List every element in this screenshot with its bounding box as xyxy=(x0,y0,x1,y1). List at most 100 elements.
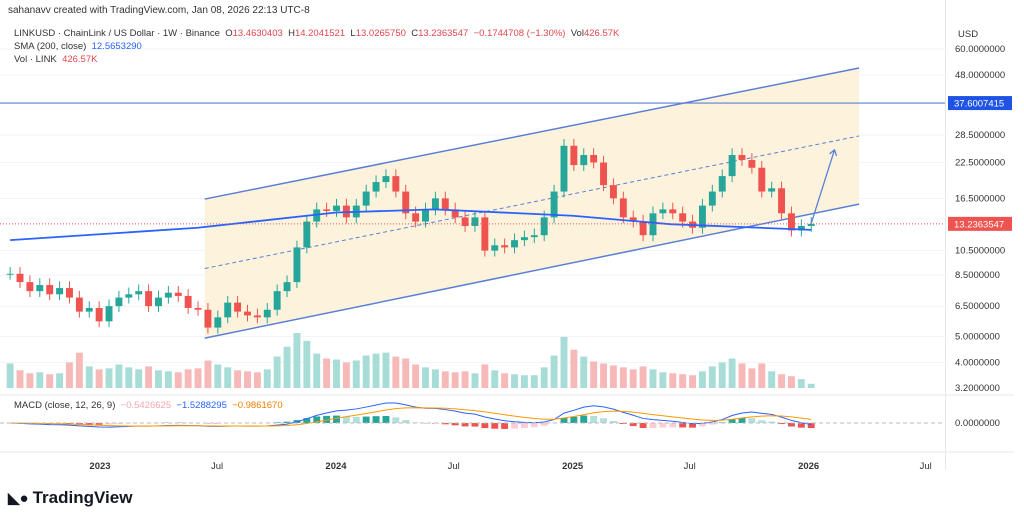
volume-bar xyxy=(362,355,370,388)
volume-bar xyxy=(145,366,153,388)
candle-body xyxy=(758,167,766,192)
volume-bar xyxy=(491,370,499,388)
macd-histogram-bar xyxy=(748,418,756,423)
volume-bar xyxy=(204,360,212,388)
tradingview-logo-icon: ◣● xyxy=(8,490,29,507)
volume-bar xyxy=(629,369,637,388)
arrow-line xyxy=(810,149,836,224)
candle-body xyxy=(333,205,340,211)
volume-bar xyxy=(540,367,548,388)
volume-bar xyxy=(758,363,766,388)
volume-bar xyxy=(244,371,251,388)
volume-bar xyxy=(46,374,54,388)
price-tick-label: 6.5000000 xyxy=(955,301,1000,312)
volume-bar xyxy=(323,358,331,388)
macd-histogram-bar xyxy=(382,415,390,423)
macd-histogram-bar xyxy=(491,423,499,429)
macd-histogram-bar xyxy=(669,423,677,428)
tradingview-logo[interactable]: ◣● TradingView xyxy=(8,488,132,508)
volume-bar xyxy=(748,368,756,388)
close-value: 13.2363547 xyxy=(418,28,469,39)
volume-bar xyxy=(590,361,598,388)
macd-histogram-bar xyxy=(441,423,449,425)
candle-body xyxy=(412,213,420,222)
candle-body xyxy=(481,217,489,251)
channel-fill xyxy=(204,68,860,339)
volume-bar xyxy=(718,362,726,388)
volume-bar xyxy=(164,371,172,388)
price-tick-label: 22.5000000 xyxy=(955,157,1005,168)
price-axis[interactable] xyxy=(945,0,1016,470)
high-label: H xyxy=(288,28,295,39)
macd-label: MACD (close, 12, 26, 9) xyxy=(14,400,116,411)
candle-body xyxy=(728,155,736,177)
macd-histogram-bar xyxy=(797,423,805,428)
candle-body xyxy=(323,209,331,211)
macd-signal-value: −0.9861670 xyxy=(232,400,283,411)
volume-bar xyxy=(105,368,113,388)
macd-legend[interactable]: MACD (close, 12, 26, 9) −0.5426625 −1.52… xyxy=(14,400,283,411)
volume-bar xyxy=(807,383,815,388)
price-tick-label: 48.0000000 xyxy=(955,70,1005,81)
volume-bar xyxy=(708,366,716,388)
macd-histogram-bar xyxy=(807,423,815,429)
macd-signal-line xyxy=(10,407,812,427)
macd-histogram-bar xyxy=(530,423,538,428)
volume-bar xyxy=(669,373,677,388)
candle-body xyxy=(787,213,795,231)
candle-body xyxy=(135,291,143,295)
candle-body xyxy=(26,282,34,292)
candle-body xyxy=(501,245,509,248)
volume-bar xyxy=(580,356,588,388)
candle-body xyxy=(520,237,528,241)
candle-body xyxy=(392,176,400,192)
volume-bar xyxy=(600,363,608,388)
macd-histogram-bar xyxy=(115,423,123,424)
volume-bar xyxy=(560,336,568,388)
candle-body xyxy=(600,162,608,186)
candle-body xyxy=(797,225,805,231)
volume-bar xyxy=(689,375,697,388)
volume-bar xyxy=(679,374,687,388)
candle-body xyxy=(629,217,637,222)
candle-body xyxy=(422,209,429,222)
candle-body xyxy=(491,245,499,251)
last-price-label-bg xyxy=(948,216,1012,231)
time-tick-label: 2025 xyxy=(562,461,584,472)
macd-histogram-bar xyxy=(95,423,103,425)
candle-body xyxy=(214,317,222,328)
volume-bar xyxy=(511,374,518,388)
candle-body xyxy=(560,145,568,192)
candle-body xyxy=(708,191,716,206)
candle-body xyxy=(234,302,242,312)
vol-line-label: Vol · LINK xyxy=(14,54,57,65)
volume-bar xyxy=(273,356,281,388)
high-value: 14.2041521 xyxy=(294,28,346,39)
symbol-name[interactable]: LINKUSD · ChainLink / US Dollar · 1W · B… xyxy=(14,28,220,39)
macd-histogram-bar xyxy=(679,423,687,428)
candle-body xyxy=(174,292,182,296)
candle-body xyxy=(115,297,123,307)
sma-label: SMA (200, close) xyxy=(14,41,87,52)
macd-histogram-bar xyxy=(85,423,93,425)
macd-histogram-bar xyxy=(590,415,598,423)
arrow-head-icon xyxy=(829,148,838,157)
vol-legend[interactable]: Vol · LINK 426.57K xyxy=(14,53,619,66)
candle-body xyxy=(451,209,459,218)
last-price-label: 13.2363547 xyxy=(954,219,1004,230)
volume-bar xyxy=(520,375,528,388)
volume-bar xyxy=(797,379,805,388)
macd-histogram-bar xyxy=(402,419,410,423)
macd-histogram-bar xyxy=(392,417,400,423)
time-tick-label: 2023 xyxy=(89,461,110,472)
candle-body xyxy=(570,145,578,166)
volume-bar xyxy=(342,362,350,388)
price-tick-label: 16.5000000 xyxy=(955,193,1005,204)
candle-body xyxy=(402,191,410,214)
candle-body xyxy=(669,209,677,214)
sma-legend[interactable]: SMA (200, close) 12.5653290 xyxy=(14,40,619,53)
candle-body xyxy=(293,247,301,283)
candle-body xyxy=(184,295,192,308)
candle-body xyxy=(580,155,588,166)
